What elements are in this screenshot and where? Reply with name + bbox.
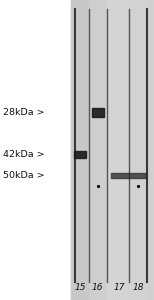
Bar xyxy=(71,0,154,300)
Bar xyxy=(71,0,89,300)
Bar xyxy=(0,0,71,300)
Text: 18: 18 xyxy=(132,284,144,292)
Bar xyxy=(92,108,104,117)
Text: 16: 16 xyxy=(92,284,103,292)
Text: 50kDa >: 50kDa > xyxy=(3,171,45,180)
Bar xyxy=(111,173,146,178)
Text: 15: 15 xyxy=(74,284,86,292)
Bar xyxy=(74,151,86,158)
Text: 28kDa >: 28kDa > xyxy=(3,108,45,117)
Text: 42kDa >: 42kDa > xyxy=(3,150,45,159)
Bar xyxy=(89,0,107,300)
Bar xyxy=(129,0,147,300)
Text: 17: 17 xyxy=(114,284,125,292)
Bar xyxy=(107,0,129,300)
